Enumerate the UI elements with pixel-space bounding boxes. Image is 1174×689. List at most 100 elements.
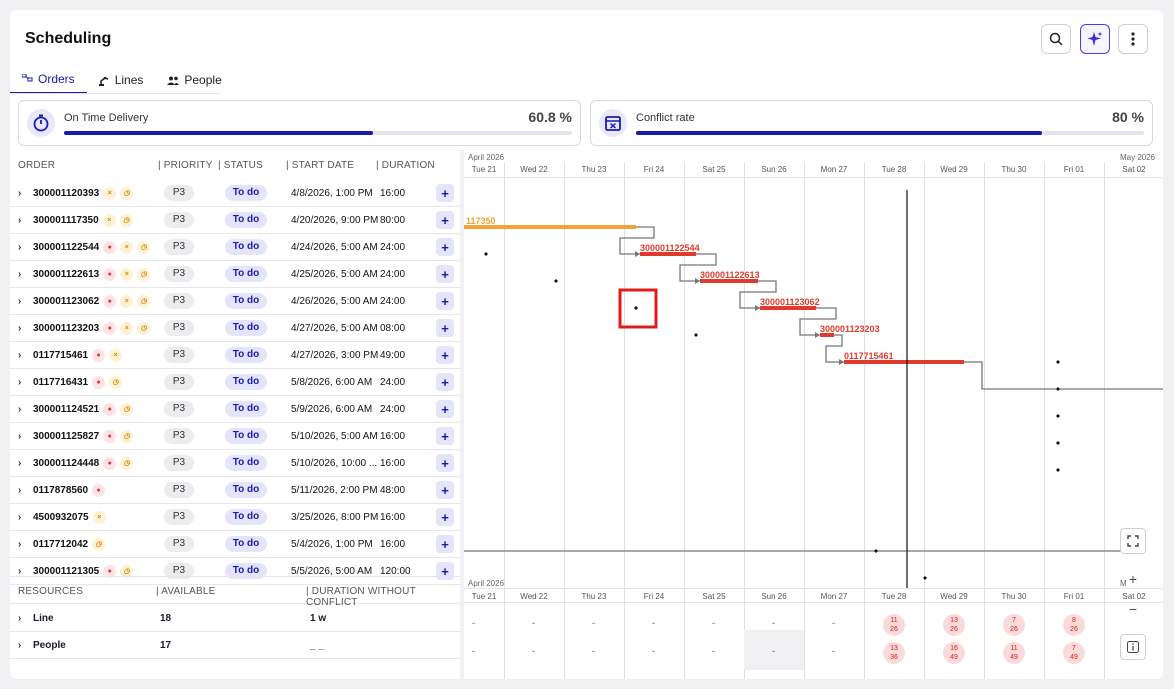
- expand-chevron-icon[interactable]: ›: [18, 538, 22, 550]
- day-label: Wed 29: [940, 165, 968, 174]
- expand-chevron-icon[interactable]: ›: [18, 612, 22, 624]
- col-header-order[interactable]: ORDER: [18, 160, 56, 171]
- table-row[interactable]: › 0117716431 ● ◷ P3 To do 5/8/2026, 6:00 A…: [10, 369, 460, 396]
- table-row[interactable]: › 0117712042 ◷ P3 To do 5/4/2026, 1:00 PM…: [10, 531, 460, 558]
- table-row[interactable]: › 300001124448 ● ◷ P3 To do 5/10/2026, 10:…: [10, 450, 460, 477]
- add-button[interactable]: +: [436, 508, 454, 526]
- add-button[interactable]: +: [436, 562, 454, 580]
- arrow-head: [839, 359, 844, 365]
- table-row[interactable]: › 300001123062 ● × ◷ P3 To do 4/26/2026, 5:…: [10, 288, 460, 315]
- table-row[interactable]: › 300001125827 ● ◷ P3 To do 5/10/2026, 5:0…: [10, 423, 460, 450]
- expand-chevron-icon[interactable]: ›: [18, 376, 22, 388]
- order-id: 300001120393: [33, 187, 100, 199]
- expand-chevron-icon[interactable]: ›: [18, 241, 22, 253]
- day-gridline: [984, 162, 985, 590]
- add-button[interactable]: +: [436, 211, 454, 229]
- priority-cell: P3: [164, 369, 194, 395]
- duration: 49:00: [380, 349, 406, 361]
- table-row[interactable]: › 300001123203 ● × ◷ P3 To do 4/27/2026, 5:…: [10, 315, 460, 342]
- resource-row-line[interactable]: › Line 18 1 w: [10, 605, 460, 632]
- table-row[interactable]: › 0117878560 ● P3 To do 5/11/2026, 2:00 P…: [10, 477, 460, 504]
- add-button[interactable]: +: [436, 373, 454, 391]
- add-button[interactable]: +: [436, 319, 454, 337]
- header-divider: [464, 602, 1163, 603]
- expand-chevron-icon[interactable]: ›: [18, 484, 22, 496]
- expand-chevron-icon[interactable]: ›: [18, 295, 22, 307]
- people-warning-icon: ●: [103, 294, 117, 308]
- table-row[interactable]: › 300001122544 ● × ◷ P3 To do 4/24/2026, 5:…: [10, 234, 460, 261]
- clock-warning-icon: ◷: [120, 564, 134, 578]
- table-row[interactable]: › 300001124521 ● ◷ P3 To do 5/9/2026, 6:00…: [10, 396, 460, 423]
- conflict-counter[interactable]: 11 49: [1003, 642, 1025, 664]
- status-cell: To do: [225, 180, 267, 206]
- panel-splitter[interactable]: [460, 150, 464, 679]
- col-header-priority[interactable]: | PRIORITY: [158, 160, 213, 171]
- add-button[interactable]: +: [436, 427, 454, 445]
- duration: 08:00: [380, 322, 406, 334]
- expand-chevron-icon[interactable]: ›: [18, 349, 22, 361]
- expand-chevron-icon[interactable]: ›: [18, 403, 22, 415]
- expand-chevron-icon[interactable]: ›: [18, 457, 22, 469]
- more-menu-button[interactable]: [1118, 24, 1148, 54]
- tab-orders[interactable]: Orders: [10, 66, 87, 94]
- conflict-counter[interactable]: 11 26: [883, 614, 905, 636]
- expand-chevron-icon[interactable]: ›: [18, 187, 22, 199]
- conflict-counter[interactable]: 7 49: [1063, 642, 1085, 664]
- conflict-counter[interactable]: 7 26: [1003, 614, 1025, 636]
- fullscreen-button[interactable]: [1120, 528, 1146, 554]
- expand-chevron-icon[interactable]: ›: [18, 268, 22, 280]
- conflict-counter[interactable]: 8 26: [1063, 614, 1085, 636]
- milestone-diamond: [1056, 414, 1060, 418]
- zoom-out-button[interactable]: −: [1120, 596, 1146, 622]
- add-button[interactable]: +: [436, 292, 454, 310]
- col-header-start-date[interactable]: | START DATE: [286, 160, 355, 171]
- expand-chevron-icon[interactable]: ›: [18, 639, 22, 651]
- add-button[interactable]: +: [436, 265, 454, 283]
- resource-row-people[interactable]: › People 17 _ _: [10, 632, 460, 659]
- expand-chevron-icon[interactable]: ›: [18, 565, 22, 577]
- info-button[interactable]: [1120, 634, 1146, 660]
- table-row[interactable]: › 300001117350 × ◷ P3 To do 4/20/2026, 9:0…: [10, 207, 460, 234]
- add-button[interactable]: +: [436, 184, 454, 202]
- add-button[interactable]: +: [436, 481, 454, 499]
- resource-duration: _ _: [310, 639, 324, 651]
- table-row[interactable]: › 300001120393 × ◷ P3 To do 4/8/2026, 1:00…: [10, 180, 460, 207]
- add-button[interactable]: +: [436, 454, 454, 472]
- status-badge: To do: [225, 374, 267, 390]
- table-row[interactable]: › 0117715461 ● × P3 To do 4/27/2026, 3:00 …: [10, 342, 460, 369]
- tab-lines[interactable]: Lines: [87, 66, 156, 94]
- zoom-in-button[interactable]: +: [1120, 566, 1146, 592]
- people-warning-icon: ●: [92, 348, 106, 362]
- tab-people[interactable]: People: [155, 66, 233, 94]
- priority-cell: P3: [164, 261, 194, 287]
- table-row[interactable]: › 300001121305 ● ◷ P3 To do 5/5/2026, 5:00…: [10, 558, 460, 585]
- conflict-count: 13: [890, 645, 898, 652]
- expand-chevron-icon[interactable]: ›: [18, 322, 22, 334]
- col-header-status[interactable]: | STATUS: [218, 160, 263, 171]
- search-button[interactable]: [1041, 24, 1071, 54]
- expand-chevron-icon[interactable]: ›: [18, 430, 22, 442]
- expand-chevron-icon[interactable]: ›: [18, 214, 22, 226]
- conflict-counter[interactable]: 16 49: [943, 642, 965, 664]
- table-row[interactable]: › 4500932075 × P3 To do 3/25/2026, 8:00 P…: [10, 504, 460, 531]
- day-label: Sat 25: [702, 165, 726, 174]
- status-badge: To do: [225, 455, 267, 471]
- ai-assistant-button[interactable]: [1080, 24, 1110, 54]
- start-date: 4/26/2026, 5:00 AM: [291, 295, 378, 307]
- no-conflict-dash: -: [652, 646, 655, 656]
- add-button[interactable]: +: [436, 400, 454, 418]
- add-button[interactable]: +: [436, 535, 454, 553]
- expand-chevron-icon[interactable]: ›: [18, 511, 22, 523]
- table-row[interactable]: › 300001122613 ● × ◷ P3 To do 4/25/2026, 5:…: [10, 261, 460, 288]
- conflict-counter[interactable]: 13 36: [883, 642, 905, 664]
- col-header-duration[interactable]: | DURATION: [376, 160, 435, 171]
- priority-cell: P3: [164, 450, 194, 476]
- conflict-counter[interactable]: 13 26: [943, 614, 965, 636]
- add-button[interactable]: +: [436, 346, 454, 364]
- conflict-count: 13: [950, 617, 958, 624]
- start-date: 5/9/2026, 6:00 AM: [291, 403, 373, 415]
- order-id: 0117878560: [33, 484, 89, 496]
- day-gridline: [864, 162, 865, 590]
- duration: 24:00: [380, 268, 406, 280]
- add-button[interactable]: +: [436, 238, 454, 256]
